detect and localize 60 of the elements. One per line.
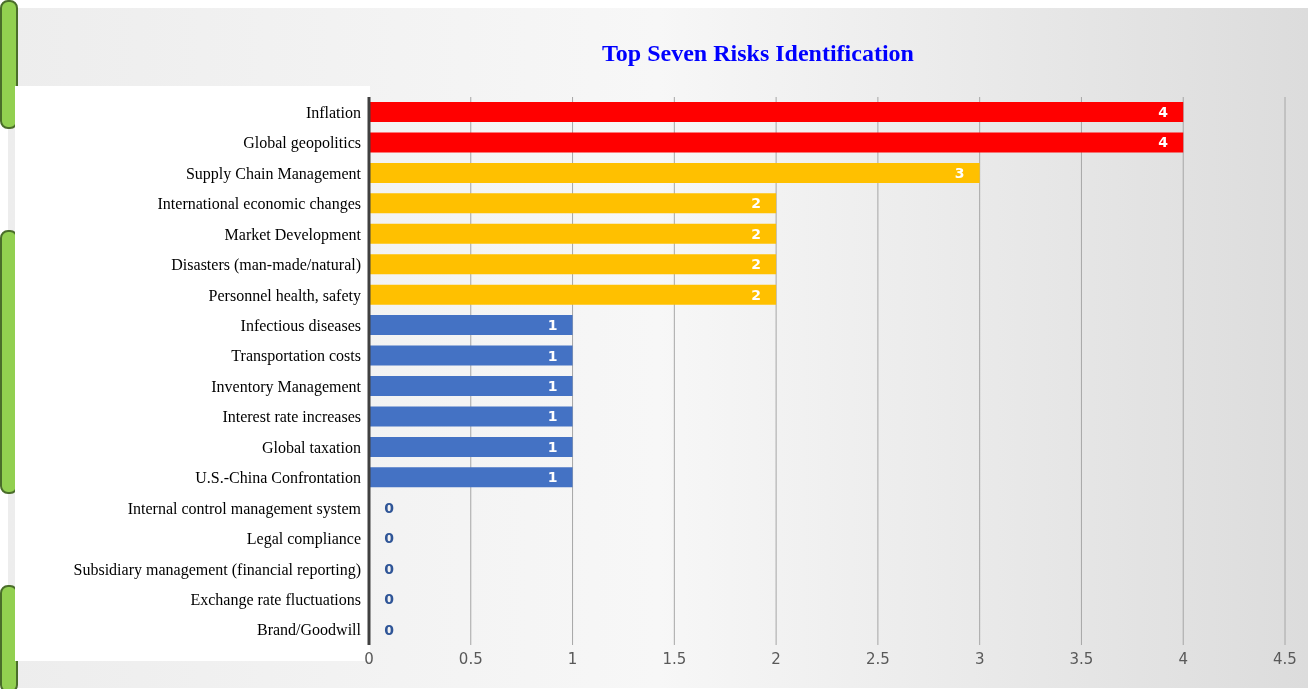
x-tick-label: 1.5: [662, 649, 687, 668]
bar: [369, 345, 573, 366]
y-tick-label: Disasters (man-made/natural): [171, 256, 361, 275]
data-label: 0: [384, 499, 395, 516]
bar: [369, 102, 1184, 122]
bar: [369, 284, 777, 305]
y-tick-label: Interest rate increases: [222, 408, 361, 426]
data-label: 2: [751, 225, 761, 242]
x-tick-label: 4: [1178, 649, 1188, 668]
x-tick-label: 0: [364, 649, 374, 668]
y-tick-label: Internal control management system: [127, 499, 362, 518]
data-label: 0: [384, 560, 395, 577]
data-label: 0: [384, 621, 395, 638]
data-label: 2: [751, 286, 761, 303]
data-label: 1: [547, 438, 558, 455]
bar: [369, 315, 573, 336]
data-label: 1: [547, 378, 558, 394]
data-label: 2: [751, 195, 761, 212]
bar: [369, 467, 573, 488]
data-label: 0: [384, 591, 395, 608]
bar: [369, 376, 573, 396]
chart-title: Top Seven Risks Identification: [601, 40, 915, 67]
x-tick-label: 0.5: [458, 649, 483, 668]
bar: [369, 132, 1184, 153]
bar: [369, 162, 980, 183]
y-tick-label: U.S.-China Confrontation: [195, 469, 361, 487]
y-tick-label: International economic changes: [157, 195, 361, 214]
y-tick-label: Market Development: [224, 225, 362, 244]
data-label: 1: [547, 317, 558, 334]
data-label: 1: [547, 408, 558, 425]
y-tick-label: Brand/Goodwill: [257, 621, 362, 639]
y-tick-label: Exchange rate fluctuations: [190, 591, 361, 610]
x-tick-label: 4.5: [1273, 649, 1297, 668]
y-tick-label: Personnel health, safety: [208, 286, 361, 305]
x-tick-label: 2.5: [865, 649, 890, 668]
bar: [369, 436, 573, 457]
x-tick-label: 3.5: [1069, 649, 1094, 668]
x-tick-label: 2: [771, 649, 781, 668]
bar: [369, 254, 777, 275]
bar: [369, 223, 777, 244]
y-tick-label: Legal compliance: [246, 530, 361, 549]
y-tick-label: Supply Chain Management: [185, 164, 362, 183]
data-label: 2: [751, 256, 761, 273]
bar: [369, 406, 573, 427]
y-tick-label: Inventory Management: [211, 377, 362, 396]
data-label: 4: [1158, 134, 1169, 151]
y-tick-label: Global taxation: [261, 438, 361, 456]
y-tick-label: Global geopolitics: [243, 134, 361, 153]
bar: [369, 193, 777, 214]
data-label: 1: [547, 469, 558, 486]
y-tick-label: Subsidiary management (financial reporting): [73, 560, 361, 579]
data-label: 0: [384, 530, 395, 547]
x-tick-label: 3: [974, 649, 985, 668]
x-tick-label: 1: [567, 649, 578, 668]
y-tick-label: Inflation: [305, 103, 361, 121]
data-label: 3: [954, 164, 965, 181]
y-tick-label: Infectious diseases: [240, 317, 361, 335]
data-label: 4: [1158, 104, 1169, 120]
data-label: 1: [547, 347, 558, 364]
y-tick-label: Transportation costs: [231, 347, 361, 366]
